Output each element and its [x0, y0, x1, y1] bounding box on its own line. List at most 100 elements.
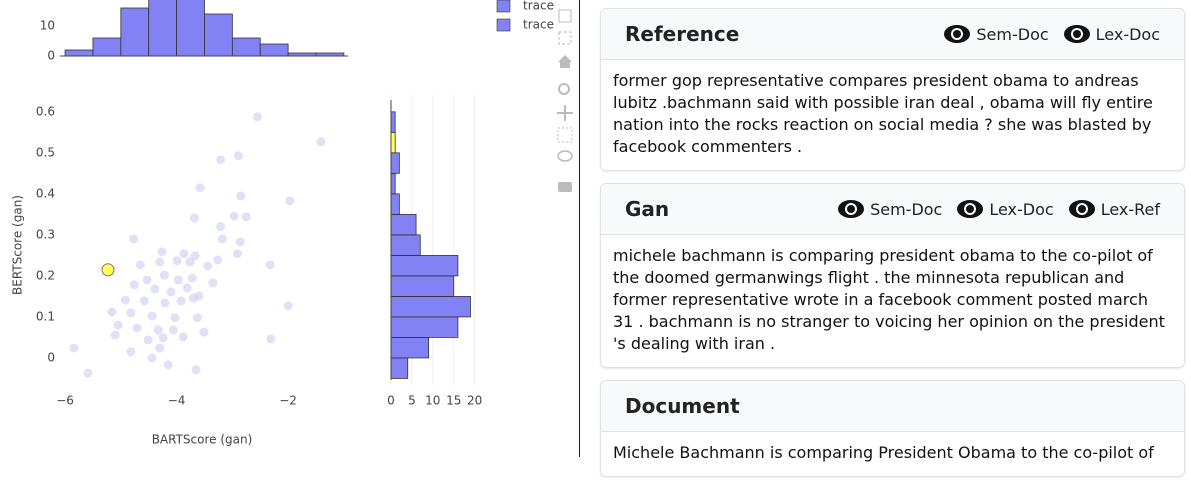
point — [266, 334, 276, 344]
autoscale[interactable] — [558, 31, 572, 45]
eye-icon — [1068, 200, 1095, 218]
point — [192, 313, 202, 323]
button-label: Lex-Ref — [1100, 199, 1160, 219]
bar — [176, 0, 205, 57]
bar — [390, 172, 396, 195]
bar — [390, 254, 459, 277]
y-tick-label: 0.2 — [36, 268, 55, 282]
eye-icon — [944, 25, 971, 43]
point — [232, 249, 242, 259]
point — [182, 283, 192, 293]
bar — [390, 213, 417, 236]
snapshot[interactable] — [558, 182, 572, 192]
card-text: michele bachmann is comparing president … — [613, 246, 1165, 353]
point — [107, 307, 117, 317]
point — [185, 257, 195, 267]
point — [252, 112, 262, 122]
point — [110, 330, 120, 340]
card-title: Document — [625, 394, 740, 418]
bar — [390, 275, 455, 297]
divider — [579, 0, 580, 457]
point — [147, 353, 157, 363]
point — [120, 295, 130, 305]
point — [236, 191, 246, 201]
point — [188, 293, 198, 303]
card-text: former gop representative compares presi… — [613, 71, 1153, 156]
lasso-select[interactable] — [557, 150, 573, 162]
point — [126, 308, 136, 318]
point — [199, 327, 209, 337]
legend-label: trace 2 — [523, 18, 565, 32]
y-tick-label: 10 — [40, 19, 55, 33]
panel: Reference Sem-Doc Lex-Doc former gop repres… — [600, 8, 1185, 489]
legend-label: trace 1 — [523, 0, 565, 13]
x-tick-label: 15 — [446, 394, 461, 408]
card-header: Reference Sem-Doc Lex-Doc — [601, 9, 1184, 60]
point — [216, 222, 226, 232]
button-label: Sem-Doc — [870, 199, 943, 219]
eye-icon — [957, 200, 984, 218]
toggle-button[interactable]: Lex-Ref — [1068, 199, 1160, 219]
zoom-in[interactable] — [558, 9, 572, 23]
card-title: Reference — [625, 22, 740, 46]
y-tick-label: 0.5 — [36, 145, 55, 159]
toggle-button[interactable]: Sem-Doc — [837, 199, 942, 219]
point — [143, 335, 153, 345]
bar — [64, 49, 94, 57]
point — [83, 368, 93, 378]
y-tick-label: 0.3 — [36, 227, 55, 241]
bar — [390, 234, 421, 256]
point — [316, 137, 326, 147]
card: Gan Sem-Doc Lex-Doc Lex-Ref michele bachmann… — [600, 183, 1185, 368]
point — [235, 237, 245, 247]
point — [233, 151, 243, 161]
point — [203, 261, 213, 271]
box-select[interactable] — [557, 127, 573, 143]
bar — [259, 43, 289, 57]
point — [69, 343, 79, 353]
bar — [204, 13, 233, 57]
point — [176, 296, 186, 306]
charts: BARTScore (gan) BERTScore (gan) −6 −4 −2 0 0… — [11, 0, 574, 447]
point — [229, 211, 239, 221]
point — [170, 313, 180, 323]
bar — [390, 296, 471, 318]
point — [208, 278, 218, 288]
point — [172, 256, 182, 266]
point — [132, 323, 142, 333]
point — [178, 332, 188, 342]
y-axis-label: BERTScore (gan) — [11, 195, 25, 295]
x-tick-label: 5 — [408, 394, 416, 408]
point — [129, 234, 139, 244]
modebar-bg — [558, 0, 574, 200]
zoom[interactable] — [558, 83, 570, 95]
bar — [390, 152, 400, 174]
point — [217, 234, 227, 244]
point — [191, 365, 201, 375]
y-tick-label: 0.6 — [36, 104, 55, 118]
point — [166, 287, 176, 297]
point — [189, 213, 199, 223]
y-tick-label: 0 — [47, 49, 55, 63]
bar — [148, 0, 177, 57]
point — [265, 260, 275, 270]
bar — [390, 111, 396, 133]
toggle-button[interactable]: Lex-Doc — [1063, 24, 1160, 44]
page: BARTScore (gan) BERTScore (gan) −6 −4 −2 0 0… — [10, 0, 1185, 477]
point — [155, 257, 165, 267]
x-tick-label: −2 — [279, 394, 297, 408]
point — [142, 275, 152, 285]
pan[interactable] — [557, 105, 573, 121]
toggle-button[interactable]: Sem-Doc — [943, 24, 1049, 44]
bar — [390, 193, 400, 215]
legend-swatch — [496, 18, 511, 32]
button-label: Sem-Doc — [976, 24, 1049, 44]
highlight-point — [101, 263, 115, 277]
bar — [390, 316, 459, 338]
toggle-button[interactable]: Lex-Doc — [956, 199, 1054, 219]
x-tick-label: 10 — [425, 394, 440, 408]
bar — [390, 337, 430, 359]
bar — [390, 131, 396, 154]
point — [213, 255, 223, 265]
home[interactable] — [558, 55, 572, 68]
